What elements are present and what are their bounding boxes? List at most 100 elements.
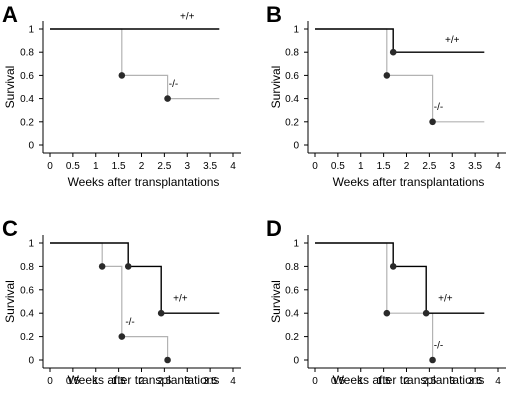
x-tick-label: 0 bbox=[312, 161, 318, 172]
survival-line bbox=[50, 242, 169, 360]
y-tick-label: 0.2 bbox=[285, 332, 299, 343]
y-tick-label: 0 bbox=[293, 141, 299, 152]
series-label: +/+ bbox=[438, 294, 453, 305]
x-tick-label: 3 bbox=[449, 161, 455, 172]
y-tick-label: 0.2 bbox=[20, 117, 34, 128]
series-label: +/+ bbox=[173, 294, 188, 305]
survival-line bbox=[315, 242, 485, 314]
x-tick-label: 2 bbox=[404, 376, 410, 387]
event-point bbox=[383, 309, 391, 317]
x-tick-label: 0 bbox=[312, 376, 318, 387]
x-tick-label: 0.5 bbox=[66, 161, 80, 172]
series-label: +/+ bbox=[180, 12, 195, 23]
y-tick-label: 0 bbox=[28, 356, 34, 367]
x-tick-label: 2.5 bbox=[422, 376, 436, 387]
survival-line bbox=[315, 242, 434, 360]
x-axis-label: Weeks after transplantations bbox=[68, 373, 220, 387]
y-tick-label: 0.2 bbox=[20, 332, 34, 343]
x-tick-label: 4 bbox=[495, 161, 501, 172]
y-axis-label: Survival bbox=[269, 280, 283, 323]
x-tick-label: 3 bbox=[449, 376, 455, 387]
series-label: -/- bbox=[434, 340, 443, 351]
event-point bbox=[389, 48, 397, 56]
y-tick-label: 0.6 bbox=[20, 71, 34, 82]
y-tick-label: 0.4 bbox=[285, 309, 299, 320]
panel-letter: A bbox=[2, 2, 18, 27]
x-tick-label: 2.5 bbox=[157, 161, 171, 172]
event-point bbox=[157, 309, 165, 317]
x-tick-label: 0.5 bbox=[66, 376, 80, 387]
x-tick-label: 2 bbox=[404, 161, 410, 172]
x-tick-label: 1 bbox=[93, 376, 99, 387]
x-tick-label: 1 bbox=[358, 161, 364, 172]
y-tick-label: 0.6 bbox=[20, 285, 34, 296]
x-tick-label: 2.5 bbox=[422, 161, 436, 172]
x-tick-label: 3.5 bbox=[203, 161, 217, 172]
y-tick-label: 0.4 bbox=[285, 94, 299, 105]
series-label: -/- bbox=[434, 102, 443, 113]
x-tick-label: 0.5 bbox=[331, 376, 345, 387]
survival-panel-a: A 0 0.5 1 1.5 2 2.5 3 3.5 4 0 0.2 0.4 0.6 0.8 1 Weeks af… bbox=[2, 2, 241, 189]
y-tick-label: 0.4 bbox=[20, 309, 34, 320]
y-tick-label: 0.8 bbox=[285, 262, 299, 273]
event-point bbox=[124, 263, 132, 270]
x-tick-label: 3 bbox=[184, 161, 190, 172]
event-point bbox=[118, 333, 126, 340]
event-point bbox=[164, 95, 171, 102]
x-tick-label: 2.5 bbox=[157, 376, 171, 387]
panel-letter: C bbox=[2, 216, 18, 241]
event-point bbox=[389, 263, 397, 270]
y-tick-label: 1 bbox=[28, 25, 34, 36]
event-point bbox=[422, 309, 430, 317]
survival-panel-b: B 0 0.5 1 1.5 2 2.5 3 3.5 4 0 0.2 0.4 0.6 0.8 1 Weeks af… bbox=[266, 2, 506, 189]
event-point bbox=[429, 118, 436, 126]
event-point bbox=[429, 356, 436, 364]
event-point bbox=[164, 356, 171, 364]
event-point bbox=[118, 72, 126, 79]
x-tick-label: 2 bbox=[139, 376, 145, 387]
y-tick-label: 1 bbox=[293, 239, 299, 250]
y-tick-label: 0.8 bbox=[285, 48, 299, 59]
y-tick-label: 1 bbox=[28, 239, 34, 250]
y-tick-label: 0 bbox=[293, 356, 299, 367]
x-tick-label: 1.5 bbox=[377, 376, 391, 387]
x-tick-label: 3.5 bbox=[468, 376, 482, 387]
event-point bbox=[383, 72, 391, 79]
x-tick-label: 1 bbox=[358, 376, 364, 387]
survival-line bbox=[50, 242, 220, 314]
event-point bbox=[98, 263, 106, 270]
x-tick-label: 4 bbox=[230, 161, 236, 172]
x-tick-label: 1.5 bbox=[112, 376, 126, 387]
x-tick-label: 4 bbox=[495, 376, 501, 387]
x-tick-label: 0 bbox=[47, 376, 53, 387]
x-tick-label: 2 bbox=[139, 161, 145, 172]
x-axis-label: Weeks after transplantations bbox=[68, 175, 220, 189]
x-tick-label: 1.5 bbox=[112, 161, 126, 172]
y-tick-label: 0 bbox=[28, 141, 34, 152]
x-tick-label: 1.5 bbox=[377, 161, 391, 172]
series-label: -/- bbox=[125, 317, 134, 328]
y-axis-label: Survival bbox=[3, 280, 17, 323]
panel-letter: B bbox=[266, 2, 282, 27]
x-tick-label: 4 bbox=[230, 376, 236, 387]
x-tick-label: 3 bbox=[184, 376, 190, 387]
x-tick-label: 3.5 bbox=[468, 161, 482, 172]
survival-line bbox=[50, 28, 220, 100]
series-label: -/- bbox=[169, 79, 178, 90]
y-tick-label: 0.2 bbox=[285, 117, 299, 128]
y-tick-label: 0.6 bbox=[285, 71, 299, 82]
y-tick-label: 0.4 bbox=[20, 94, 34, 105]
y-axis-label: Survival bbox=[3, 66, 17, 109]
x-axis-label: Weeks after transplantations bbox=[333, 175, 485, 189]
panel-letter: D bbox=[266, 216, 282, 241]
y-tick-label: 0.8 bbox=[20, 48, 34, 59]
y-tick-label: 1 bbox=[293, 25, 299, 36]
x-tick-label: 0.5 bbox=[331, 161, 345, 172]
x-axis-label: Weeks after transplantations bbox=[333, 373, 485, 387]
survival-line bbox=[315, 28, 485, 53]
y-tick-label: 0.8 bbox=[20, 262, 34, 273]
series-label: +/+ bbox=[445, 35, 460, 46]
